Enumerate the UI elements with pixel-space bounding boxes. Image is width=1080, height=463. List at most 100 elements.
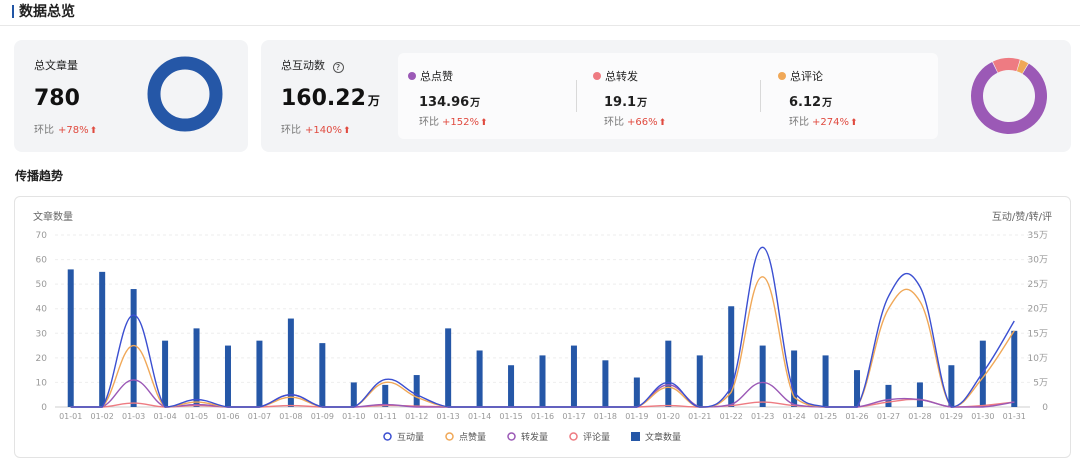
title-accent-bar [12,5,14,18]
x-tick-label: 01-09 [311,412,334,421]
bar-01-19 [633,377,640,407]
compare-pct: +152% [442,117,479,128]
bar-01-27 [885,384,892,407]
metric-likes-number: 134.96 [419,95,470,110]
total-interactions-value: 160.22 万 [281,86,380,111]
x-tick-label: 01-20 [657,412,680,421]
legend-marker-文章数量 [631,432,640,441]
total-interactions-number: 160.22 [281,86,366,111]
arrow-up-icon: ⬆ [89,126,98,136]
bar-01-29 [948,365,955,407]
y-tick-right: 10万 [1028,354,1048,364]
bar-01-16 [539,355,546,407]
bar-01-24 [791,350,798,407]
bar-01-26 [854,370,861,407]
bar-01-13 [445,328,452,407]
x-tick-label: 01-14 [468,412,491,421]
bar-01-11 [382,384,389,407]
metric-shares-unit: 万 [637,98,648,109]
x-tick-label: 01-17 [562,412,585,421]
bar-01-23 [759,345,766,407]
metric-shares-value: 19.1万 [604,94,647,110]
metric-likes-compare: 环比 +152%⬆ [419,113,488,128]
x-tick-label: 01-23 [751,412,774,421]
trend-section-title: 传播趋势 [15,169,64,183]
x-tick-label: 01-18 [594,412,617,421]
y-tick-right: 20万 [1028,305,1048,315]
page-title: 数据总览 [19,4,75,20]
metric-shares-compare: 环比 +66%⬆ [604,113,666,128]
x-tick-label: 01-30 [971,412,994,421]
bar-01-15 [508,365,515,407]
compare-pct: +66% [627,117,658,128]
bar-01-10 [350,382,357,407]
bar-01-07 [256,340,263,407]
right-axis-title: 互动/赞/转/评 [992,210,1052,223]
interactions-donut-chart [971,58,1047,134]
compare-pct: +274% [812,117,849,128]
donut-slice-2 [1016,59,1029,74]
total-interactions-compare: 环比 +140%⬆ [281,121,351,136]
y-tick-left: 50 [36,280,48,290]
x-tick-label: 01-10 [342,412,365,421]
compare-label: 环比 [34,125,54,136]
x-tick-label: 01-29 [940,412,963,421]
metric-comments-name: 总评论 [778,68,823,84]
x-tick-label: 01-24 [782,412,805,421]
x-tick-label: 01-11 [374,412,397,421]
bar-01-28 [916,382,923,407]
compare-label: 环比 [789,117,809,128]
bar-01-18 [602,360,609,407]
y-tick-right: 30万 [1028,256,1048,266]
bar-01-05 [193,328,200,407]
x-tick-label: 01-25 [814,412,837,421]
help-circle-icon[interactable]: ? [332,62,344,73]
x-tick-label: 01-02 [91,412,114,421]
legend-label-互动量: 互动量 [397,432,424,443]
bar-01-17 [570,345,577,407]
series-line-互动量 [70,246,1015,408]
divider [576,80,577,112]
x-tick-label: 01-01 [59,412,82,421]
metric-shares-name: 总转发 [593,68,638,84]
bar-01-01 [67,269,74,407]
metric-likes-unit: 万 [470,98,481,109]
bar-01-21 [696,355,703,407]
x-tick-label: 01-03 [122,412,145,421]
total-interactions-card: 总互动数 ? 160.22 万 环比 +140%⬆ 总点赞 134.96万 环比 +1… [261,40,1071,152]
bar-01-06 [224,345,231,407]
chart-legend: 互动量 点赞量 转发量 评论量 文章数量 [383,431,681,443]
x-tick-label: 01-26 [845,412,868,421]
x-tick-label: 01-12 [405,412,428,421]
y-tick-right: 5万 [1033,378,1048,388]
x-tick-label: 01-21 [688,412,711,421]
bar-01-25 [822,355,829,407]
y-tick-right: 25万 [1028,280,1048,290]
arrow-up-icon: ⬆ [658,118,667,128]
y-tick-left: 0 [41,403,47,413]
metric-comments-label: 总评论 [790,70,823,83]
y-tick-left: 40 [36,305,48,315]
x-tick-label: 01-22 [720,412,743,421]
compare-pct: +78% [58,125,89,136]
total-interactions-unit: 万 [367,94,380,108]
legend-marker-转发量 [507,432,516,441]
bar-01-03 [130,289,137,407]
bar-01-09 [319,343,326,407]
x-tick-label: 01-15 [499,412,522,421]
metric-shares-label: 总转发 [605,70,638,83]
articles-ring [147,56,223,132]
x-tick-label: 01-31 [1003,412,1026,421]
metric-shares: 总转发 19.1万 环比 +66%⬆ [593,53,763,139]
total-interactions-label-text: 总互动数 [281,59,325,72]
comments-dot-icon [778,72,786,80]
trend-chart: 文章数量 互动/赞/转/评 0 10 20 30 40 50 60 70 0 5万 10万 15万 20万 2… [33,210,1052,443]
x-tick-label: 01-04 [153,412,176,421]
bar-01-20 [665,340,672,407]
bar-01-22 [728,306,735,407]
x-tick-label: 01-07 [248,412,271,421]
compare-pct: +140% [305,125,342,136]
trend-chart-panel: 文章数量 互动/赞/转/评 0 10 20 30 40 50 60 70 0 5万 10万 15万 20万 2… [14,196,1071,458]
bar-01-02 [99,271,106,407]
legend-marker-互动量 [383,432,392,441]
